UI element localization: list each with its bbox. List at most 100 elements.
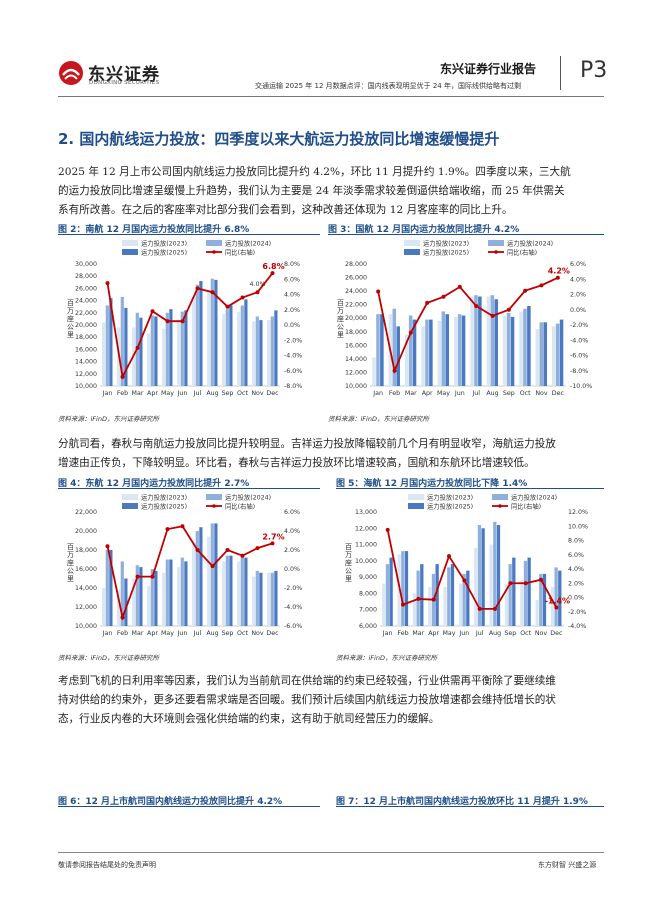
fig2-title-rule bbox=[58, 234, 320, 235]
x-tick-label: Dec bbox=[266, 390, 279, 397]
bar-2025 bbox=[389, 557, 393, 626]
yoy-point bbox=[408, 330, 413, 335]
y-tick-label: 22,000 bbox=[345, 302, 367, 309]
yoy-point bbox=[447, 554, 451, 559]
y2-tick-label: 2.0% bbox=[570, 292, 586, 299]
x-tick-label: Apr bbox=[422, 390, 433, 397]
legend-s2025-swatch bbox=[122, 503, 138, 509]
yoy-point bbox=[210, 564, 215, 569]
bar-2023 bbox=[162, 572, 166, 626]
bar-2023 bbox=[551, 326, 556, 386]
x-tick-label: May bbox=[442, 630, 455, 637]
yoy-point bbox=[506, 307, 511, 312]
y-tick-label: 12,000 bbox=[345, 369, 367, 376]
fig5-title: 图 5：海航 12 月国内运力投放同比下降 1.4% bbox=[336, 479, 528, 489]
y2-tick-label: -6.0% bbox=[570, 353, 588, 360]
bar-2024 bbox=[474, 295, 478, 386]
y2-tick-label: 0.0% bbox=[568, 595, 584, 602]
brand-name-cn: 东兴证券 bbox=[88, 65, 160, 85]
y-tick-label: 18,000 bbox=[75, 334, 97, 341]
y2-tick-label: 0.0% bbox=[284, 322, 300, 329]
bar-2023 bbox=[132, 578, 136, 626]
bar-2025 bbox=[412, 319, 417, 386]
bar-2024 bbox=[225, 309, 229, 386]
bar-2024 bbox=[180, 557, 184, 626]
y-tick-label: 16,000 bbox=[75, 566, 97, 573]
paragraph-line: 系有所改善。在之后的客座率对比部分我们会看到，这种改善还体现为 12 月客座率的… bbox=[58, 204, 513, 216]
bar-2024 bbox=[270, 572, 274, 626]
y-axis-label-char: 万 bbox=[67, 307, 74, 315]
bar-2023 bbox=[504, 583, 509, 626]
bar-2023 bbox=[372, 357, 376, 386]
bar-2025 bbox=[542, 573, 547, 626]
legend-s2023-swatch bbox=[122, 240, 138, 246]
yoy-point bbox=[490, 313, 495, 318]
y-axis-label-char: 万 bbox=[67, 551, 74, 559]
legend-s2023-label: 运力投放(2023) bbox=[141, 239, 187, 248]
y2-tick-label: 6.0% bbox=[284, 509, 300, 516]
paragraph-3: 考虑到飞机的日利用率等因素，我们认为当前航司在供给端的约束已经较强，行业供需再平… bbox=[58, 672, 604, 729]
fig2-chart: 运力投放(2023) 运力投放(2024) 运力投放(2025) 同比(右轴) 10,0… bbox=[67, 239, 302, 397]
bar-2023 bbox=[177, 567, 181, 626]
y-tick-label: 10,000 bbox=[355, 558, 377, 565]
x-tick-label: Nov bbox=[535, 390, 548, 397]
legend-s2024-swatch bbox=[488, 240, 504, 246]
yoy-line bbox=[386, 529, 558, 610]
yoy-point bbox=[165, 527, 170, 532]
bar-2024 bbox=[255, 316, 259, 386]
x-tick-label: Feb bbox=[389, 390, 400, 397]
yoy-point bbox=[120, 374, 125, 379]
y-tick-label: 10,000 bbox=[75, 383, 97, 390]
fig6-title-rule bbox=[58, 806, 320, 807]
y-axis-label-char: 座 bbox=[67, 314, 74, 323]
bar-2024 bbox=[554, 567, 558, 626]
x-tick-label: Aug bbox=[206, 630, 218, 637]
yoy-point bbox=[105, 544, 110, 549]
fig4-chart: 运力投放(2023) 运力投放(2024) 运力投放(2025) 同比(右轴) 10,0… bbox=[67, 493, 302, 637]
yoy-nov-label: 4.0% bbox=[250, 281, 266, 288]
yoy-point bbox=[431, 597, 436, 602]
y-tick-label: 8,000 bbox=[359, 590, 377, 597]
section-title: 2. 国内航线运力投放：四季度以来大航运力投放同比增速缓慢提升 bbox=[58, 130, 500, 148]
legend-s2025-swatch bbox=[122, 249, 138, 255]
bar-2024 bbox=[508, 564, 512, 626]
bar-2025 bbox=[527, 557, 531, 626]
y-tick-label: 24,000 bbox=[75, 298, 97, 305]
y-tick-label: 14,000 bbox=[345, 356, 367, 363]
bar-2024 bbox=[210, 523, 214, 626]
bar-2023 bbox=[428, 586, 432, 626]
yoy-point bbox=[539, 283, 544, 288]
bar-2023 bbox=[267, 572, 271, 626]
bar-2024 bbox=[376, 314, 380, 386]
y-axis-label-char: 里 bbox=[345, 575, 352, 583]
x-tick-label: Mar bbox=[132, 390, 144, 397]
yoy-point bbox=[255, 290, 260, 295]
bar-2024 bbox=[120, 296, 124, 386]
yoy-point bbox=[150, 309, 155, 314]
bar-2024 bbox=[555, 323, 560, 386]
fig5-chart: 运力投放(2023) 运力投放(2024) 运力投放(2025) 同比(右轴) 6,00… bbox=[345, 493, 588, 637]
bar-2023 bbox=[252, 321, 256, 386]
yoy-point bbox=[554, 605, 559, 610]
brand-name-en: DONGXING SECURITIES bbox=[89, 80, 160, 86]
yoy-point bbox=[180, 524, 185, 529]
header-divider bbox=[560, 56, 561, 90]
bar-2024 bbox=[490, 295, 495, 386]
fig2-title: 图 2：南航 12 月国内运力投放同比提升 6.8% bbox=[58, 225, 250, 235]
yoy-point bbox=[416, 596, 421, 601]
bar-2023 bbox=[443, 586, 447, 626]
paragraph-line: 2025 年 12 月上市公司国内航线运力投放同比提升约 4.2%，环比 11 … bbox=[58, 166, 571, 178]
bar-2025 bbox=[199, 281, 203, 386]
yoy-point bbox=[425, 300, 430, 305]
bar-2023 bbox=[550, 586, 555, 626]
bar-2023 bbox=[520, 580, 524, 626]
footer-disclaimer: 敬请参阅报告结尾处的免责声明 bbox=[58, 861, 156, 869]
yoy-point bbox=[135, 345, 140, 350]
x-tick-label: Feb bbox=[117, 390, 128, 397]
bar-2025 bbox=[199, 527, 203, 626]
bar-2025 bbox=[229, 555, 233, 626]
bar-2024 bbox=[270, 316, 274, 386]
x-tick-label: Jun bbox=[458, 630, 469, 637]
y-axis-label-char: 里 bbox=[67, 331, 74, 339]
dongxing-logo-icon bbox=[59, 61, 83, 85]
